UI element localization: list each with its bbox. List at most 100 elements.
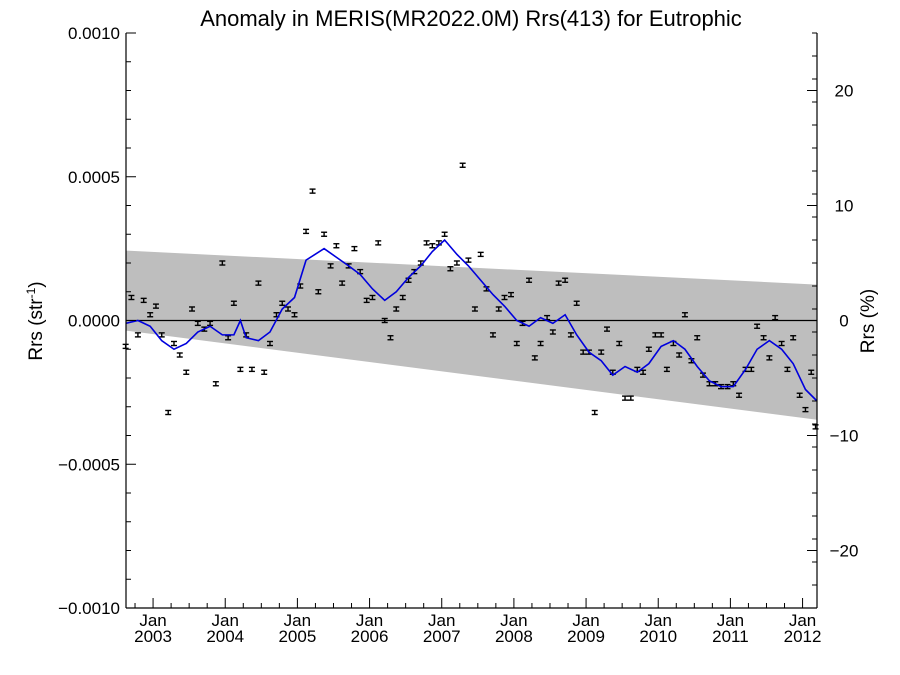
y-tick-label: −0.0005 [58, 455, 120, 474]
data-point [176, 352, 183, 358]
data-point [736, 392, 743, 398]
chart-title: Anomaly in MERIS(MR2022.0M) Rrs(413) for… [200, 6, 742, 31]
data-point [183, 369, 190, 375]
data-point [526, 277, 533, 283]
data-point [212, 381, 219, 387]
y-axis-label: Rrs (str-1) [24, 281, 47, 360]
y-tick-label: 0.0005 [68, 168, 120, 187]
data-point [303, 228, 310, 235]
trend-band [126, 250, 817, 420]
x-tick-month-label: Jan [500, 611, 527, 630]
data-point [128, 294, 135, 301]
data-point [531, 355, 538, 361]
data-point [760, 335, 767, 341]
tick-labels: 0.0010 0.0005 0.0000 −0.0005 −0.0010 2010 0 −10… [58, 24, 858, 646]
data-point [676, 352, 683, 358]
data-point [255, 280, 262, 286]
data-point [598, 349, 605, 355]
y2-tick-label: −20 [830, 542, 859, 561]
data-point [784, 366, 791, 373]
smoothed-line-path [125, 238, 818, 402]
x-tick-year-label: 2007 [423, 627, 461, 646]
data-point [147, 312, 154, 318]
data-point [140, 297, 147, 304]
y-tick-label: 0.0000 [68, 312, 120, 331]
data-point [796, 392, 803, 398]
data-point [134, 332, 141, 338]
data-point [261, 369, 268, 375]
data-point [513, 340, 520, 347]
data-point [627, 395, 634, 401]
data-point [465, 257, 472, 263]
data-point [219, 260, 226, 266]
data-point [441, 231, 448, 237]
data-point [790, 335, 797, 341]
y2-tick-label: 10 [835, 197, 854, 216]
data-point [663, 366, 670, 373]
data-point [652, 332, 659, 338]
data-point [447, 266, 454, 272]
x-tick-month-label: Jan [717, 611, 744, 630]
y-axis-label-close: ) [26, 281, 47, 287]
data-point [778, 340, 785, 347]
data-point [567, 332, 574, 338]
data-point [237, 366, 244, 373]
y2-axis-label: Rrs (%) [858, 289, 879, 353]
x-tick-year-label: 2010 [639, 627, 677, 646]
band-area [126, 250, 817, 420]
data-point [393, 306, 400, 312]
data-point [248, 366, 255, 373]
data-point [603, 326, 610, 332]
data-point [748, 366, 755, 373]
data-point [495, 306, 502, 312]
plot-axes [125, 32, 818, 609]
x-tick-year-label: 2004 [206, 627, 244, 646]
data-point [622, 395, 629, 401]
data-point [387, 335, 394, 341]
x-tick-month-label: Jan [789, 611, 816, 630]
data-point [562, 277, 569, 283]
smoothed-line [125, 238, 818, 402]
data-point [681, 312, 688, 318]
y2-tick-label: 0 [839, 312, 848, 331]
data-point [321, 231, 328, 237]
x-tick-month-label: Jan [645, 611, 672, 630]
data-point [152, 303, 159, 309]
data-point [194, 320, 201, 327]
data-point [285, 306, 292, 312]
data-point [489, 332, 496, 338]
data-point [537, 340, 544, 347]
data-point [555, 280, 562, 286]
data-point [189, 306, 196, 312]
data-point [772, 314, 779, 321]
x-tick-month-label: Jan [572, 611, 599, 630]
data-point [459, 162, 466, 168]
data-point [766, 355, 773, 361]
data-point [291, 312, 298, 318]
x-tick-year-label: 2009 [567, 627, 605, 646]
y-tick-label: −0.0010 [58, 599, 120, 618]
data-point [501, 294, 508, 301]
data-point [170, 340, 177, 347]
data-point [802, 406, 809, 413]
y-tick-label: 0.0010 [68, 24, 120, 43]
data-point [230, 300, 237, 306]
data-point [645, 346, 652, 352]
x-tick-year-label: 2006 [351, 627, 389, 646]
data-point [315, 289, 322, 295]
data-point [754, 323, 761, 329]
data-point [375, 240, 382, 246]
data-point [339, 280, 346, 286]
data-point [279, 300, 286, 306]
data-point [266, 340, 273, 347]
x-tick-year-label: 2011 [712, 627, 749, 646]
data-point [165, 409, 172, 416]
data-point [549, 329, 556, 335]
data-point [573, 300, 580, 306]
data-point [225, 335, 232, 341]
data-point [363, 297, 370, 304]
y2-tick-label: −10 [830, 427, 859, 446]
data-point [471, 306, 478, 312]
x-tick-month-label: Jan [139, 611, 166, 630]
